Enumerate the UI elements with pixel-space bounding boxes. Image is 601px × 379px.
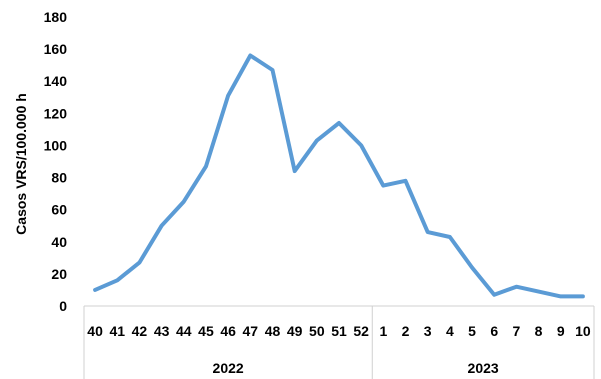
y-tick-label: 40 — [51, 234, 67, 250]
x-group-label: 2022 — [213, 360, 244, 376]
y-tick-label: 60 — [51, 202, 67, 218]
x-tick-label: 10 — [575, 323, 591, 339]
x-tick-label: 41 — [109, 323, 125, 339]
x-tick-label: 44 — [176, 323, 192, 339]
y-tick-label: 0 — [59, 298, 67, 314]
x-tick-label: 51 — [331, 323, 347, 339]
x-tick-label: 49 — [287, 323, 303, 339]
x-tick-label: 9 — [557, 323, 565, 339]
x-tick-label: 45 — [198, 323, 214, 339]
x-axis-groups: 2022 2023 — [213, 360, 499, 376]
series-group — [93, 53, 585, 299]
y-tick-label: 160 — [44, 41, 68, 57]
series-line — [93, 53, 585, 299]
y-tick-label: 80 — [51, 170, 67, 186]
x-group-label: 2023 — [468, 360, 499, 376]
x-tick-label: 48 — [265, 323, 281, 339]
x-tick-label: 5 — [468, 323, 476, 339]
x-tick-label: 47 — [243, 323, 259, 339]
x-tick-label: 46 — [220, 323, 236, 339]
x-tick-label: 6 — [490, 323, 498, 339]
x-axis-ticks: 40 41 42 43 44 45 46 47 48 49 50 51 52 1 2 3 4 5 6 7 8 9 10 — [87, 323, 591, 339]
x-tick-label: 4 — [446, 323, 454, 339]
y-tick-label: 180 — [44, 9, 68, 25]
x-tick-label: 7 — [512, 323, 520, 339]
x-tick-label: 42 — [132, 323, 148, 339]
x-tick-label: 43 — [154, 323, 170, 339]
x-tick-label: 2 — [402, 323, 410, 339]
x-tick-label: 8 — [535, 323, 543, 339]
y-tick-label: 100 — [44, 137, 68, 153]
y-axis-ticks: 0 20 40 60 80 100 120 140 160 180 — [44, 9, 68, 314]
x-tick-label: 50 — [309, 323, 325, 339]
y-tick-label: 120 — [44, 105, 68, 121]
x-tick-label: 3 — [424, 323, 432, 339]
x-tick-label: 52 — [353, 323, 369, 339]
x-tick-label: 40 — [87, 323, 103, 339]
y-axis-label: Casos VRS/100.000 h — [13, 93, 29, 235]
y-tick-label: 140 — [44, 73, 68, 89]
y-tick-label: 20 — [51, 266, 67, 282]
x-axis — [83, 305, 595, 379]
x-tick-label: 1 — [379, 323, 387, 339]
